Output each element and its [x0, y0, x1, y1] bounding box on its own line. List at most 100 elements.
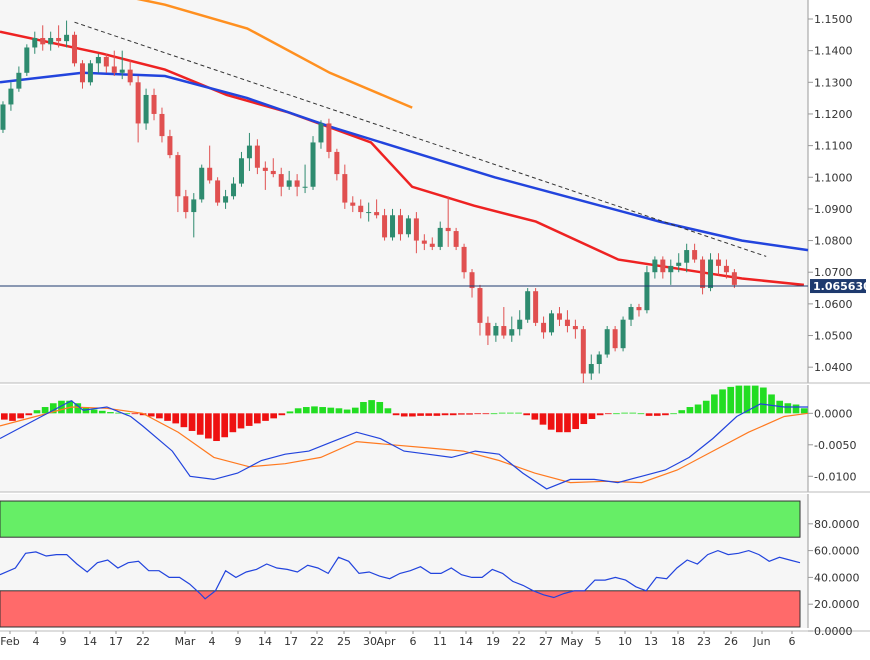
candle-body	[700, 259, 706, 289]
x-tick-label: Apr	[376, 635, 396, 648]
macd-histogram-bar	[131, 413, 139, 415]
candle-body	[199, 167, 205, 200]
candle-body	[445, 227, 451, 232]
macd-plot-area	[0, 385, 808, 492]
macd-histogram-bar	[25, 413, 33, 416]
macd-histogram-bar	[156, 413, 163, 419]
x-tick-label: 18	[671, 635, 685, 648]
macd-histogram-bar	[433, 413, 441, 416]
candle-body	[223, 196, 229, 203]
candle-body	[612, 329, 618, 349]
macd-histogram-bar	[719, 389, 726, 414]
candle-body	[564, 319, 570, 327]
macd-histogram-bar	[9, 413, 16, 421]
macd-histogram-bar	[441, 413, 449, 416]
macd-histogram-bar	[784, 403, 792, 414]
price-y-tick-label: 1.0500	[814, 330, 853, 343]
candle-body	[270, 170, 276, 175]
x-tick-label: 22	[310, 635, 324, 648]
macd-histogram-bar	[49, 403, 57, 414]
candle-body	[676, 262, 682, 266]
price-y-tick-label: 1.0900	[814, 203, 853, 216]
macd-histogram-bar	[205, 413, 212, 439]
candle-body	[533, 291, 539, 323]
x-tick-label: 9	[235, 635, 242, 648]
candle-body	[461, 246, 467, 273]
macd-histogram-bar	[254, 413, 261, 424]
candle-body	[334, 151, 340, 175]
price-panel: 1.1500 1.1400 1.1300 1.1200 1.1100 1.1000 1.09…	[0, 0, 870, 384]
macd-histogram-bar	[588, 413, 596, 419]
candle-body	[469, 272, 475, 289]
macd-histogram-bar	[213, 413, 220, 442]
macd-histogram-bar	[662, 413, 669, 416]
price-y-tick-label: 1.0700	[814, 266, 853, 279]
price-y-tick-label: 1.1300	[814, 76, 853, 89]
candle-body	[0, 104, 6, 130]
macd-histogram-bar	[1, 413, 8, 420]
macd-histogram-bar	[368, 400, 375, 414]
price-y-tick-label: 1.0400	[814, 361, 853, 374]
x-tick-label: 11	[433, 635, 447, 648]
price-y-tick-label: 1.1000	[814, 171, 853, 184]
candle-body	[652, 259, 658, 273]
candle-body	[525, 291, 531, 320]
macd-histogram-bar	[74, 403, 82, 414]
candle-body	[87, 63, 93, 83]
candle-body	[628, 307, 634, 320]
macd-y-tick-label: -0.0050	[814, 439, 856, 452]
macd-histogram-bar	[376, 401, 384, 414]
candle-body	[151, 94, 157, 114]
candle-body	[326, 123, 332, 152]
candle-body	[310, 142, 316, 187]
candle-body	[48, 37, 54, 45]
macd-histogram-bar	[41, 407, 49, 414]
macd-histogram-bar	[172, 413, 180, 424]
macd-histogram-bar	[196, 413, 204, 435]
macd-histogram-bar	[694, 404, 702, 414]
candle-body	[509, 329, 515, 336]
x-tick-label: 9	[60, 635, 67, 648]
candle-body	[167, 136, 173, 156]
rsi-oversold-zone	[0, 590, 801, 628]
x-tick-label: 6	[410, 635, 417, 648]
candle-body	[588, 364, 594, 374]
candle-body	[501, 326, 507, 336]
candle-body	[541, 322, 547, 333]
macd-histogram-bar	[221, 413, 229, 438]
candle-body	[708, 259, 714, 289]
candle-body	[183, 196, 189, 213]
candle-body	[405, 218, 411, 235]
rsi-line	[0, 549, 801, 600]
macd-histogram-bar	[498, 412, 506, 414]
candle-body	[596, 354, 602, 365]
rsi-y-tick-label: 80.0000	[814, 518, 860, 531]
candle-body	[437, 227, 443, 247]
macd-histogram-bar	[523, 413, 531, 416]
candle-body	[604, 329, 610, 355]
x-tick-label: 4	[209, 635, 216, 648]
macd-histogram-bar	[792, 404, 800, 414]
resistance-trendline	[74, 21, 767, 257]
macd-histogram-bar	[409, 413, 416, 417]
candle-body	[159, 113, 165, 137]
candle-body	[262, 167, 268, 171]
macd-histogram-bar	[188, 413, 196, 431]
price-y-tick-label: 1.0800	[814, 235, 853, 248]
candle-body	[358, 205, 364, 213]
macd-histogram-bar	[678, 410, 686, 414]
candle-body	[103, 56, 109, 67]
macd-histogram-bar	[490, 413, 498, 415]
macd-histogram-bar	[555, 413, 563, 433]
candle-body	[715, 259, 721, 266]
macd-histogram-bar	[727, 386, 735, 414]
macd-histogram-bar	[621, 412, 628, 414]
candle-body	[723, 265, 729, 273]
candle-body	[111, 66, 117, 73]
candle-body	[692, 250, 698, 260]
macd-histogram-bar	[702, 400, 710, 414]
macd-histogram-bar	[262, 413, 269, 421]
macd-histogram-bar	[286, 411, 294, 414]
macd-histogram-bar	[294, 408, 302, 414]
sma-blue-line	[0, 71, 809, 252]
